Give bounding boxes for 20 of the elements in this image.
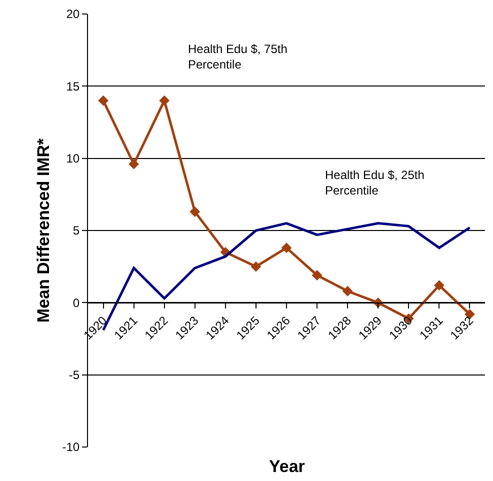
x-axis-title: Year xyxy=(269,457,306,476)
point xyxy=(312,270,322,280)
point xyxy=(342,286,353,296)
point xyxy=(159,95,170,106)
y-axis-title: Mean Differenced IMR* xyxy=(34,138,53,323)
point xyxy=(190,206,200,217)
point xyxy=(98,95,108,106)
y-tick-label: 10 xyxy=(66,152,80,166)
point xyxy=(250,261,262,272)
y-tick-label: -5 xyxy=(68,368,80,382)
point xyxy=(281,242,292,254)
y-tick-label: 0 xyxy=(72,296,80,310)
point xyxy=(128,158,140,170)
y-tick-label: 20 xyxy=(66,7,80,22)
point xyxy=(434,280,444,291)
y-tick-label: -10 xyxy=(62,440,80,454)
text: Health Edu $, 75th Percentile xyxy=(188,42,288,72)
text: Health Edu $, 25th Percentile xyxy=(325,168,424,198)
y-tick-label: 5 xyxy=(72,224,80,238)
y-tick-label: 15 xyxy=(66,79,80,94)
